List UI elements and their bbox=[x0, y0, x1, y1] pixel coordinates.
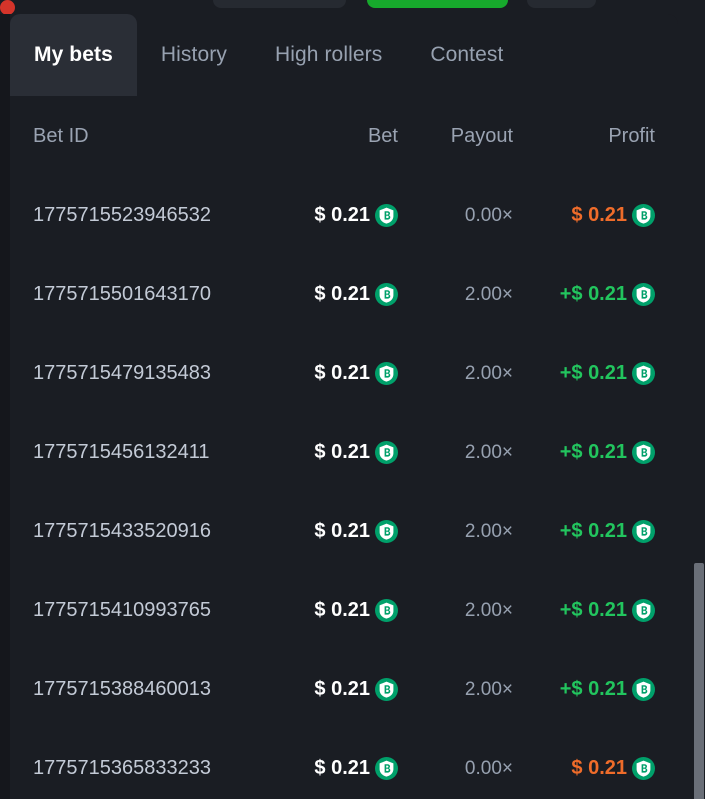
cell-payout: 2.00× bbox=[464, 362, 513, 384]
cell-bet-id[interactable]: 1775715388460013 bbox=[33, 678, 211, 700]
bitcoin-coin-icon bbox=[375, 520, 398, 543]
tab-label: Contest bbox=[430, 43, 504, 66]
top-toolbar-strip bbox=[0, 0, 705, 14]
cell-profit: +$ 0.21 bbox=[513, 283, 655, 306]
cell-payout: 2.00× bbox=[464, 678, 513, 700]
cell-payout: 2.00× bbox=[464, 441, 513, 463]
tab-contest[interactable]: Contest bbox=[406, 14, 527, 96]
cell-payout: 0.00× bbox=[464, 204, 513, 226]
cell-bet-amount: $ 0.21 bbox=[278, 678, 398, 701]
table-row[interactable]: 1775715410993765 $ 0.21 2.00× +$ 0.21 bbox=[10, 571, 678, 650]
table-row[interactable]: 1775715456132411 $ 0.21 2.00× +$ 0.21 bbox=[10, 413, 678, 492]
bitcoin-coin-icon bbox=[632, 204, 655, 227]
cell-bet-id[interactable]: 1775715365833233 bbox=[33, 757, 211, 779]
bitcoin-coin-icon bbox=[375, 599, 398, 622]
cell-bet-amount: $ 0.21 bbox=[278, 520, 398, 543]
cell-profit: +$ 0.21 bbox=[513, 678, 655, 701]
column-header-payout: Payout bbox=[450, 124, 513, 147]
profit-amount-text: +$ 0.21 bbox=[559, 599, 627, 621]
tab-label: History bbox=[160, 43, 227, 66]
table-body: 1775715523946532 $ 0.21 0.00× $ 0.21 1775715… bbox=[10, 176, 678, 799]
profit-amount-text: $ 0.21 bbox=[571, 204, 627, 226]
column-header-bet: Bet bbox=[367, 124, 398, 147]
bitcoin-coin-icon bbox=[632, 283, 655, 306]
tab-label: High rollers bbox=[274, 43, 383, 66]
bet-amount-text: $ 0.21 bbox=[314, 283, 370, 305]
toolbar-rail-background bbox=[0, 0, 705, 6]
table-header-row: Bet ID Bet Payout Profit bbox=[10, 96, 678, 176]
bitcoin-coin-icon bbox=[632, 599, 655, 622]
bitcoin-coin-icon bbox=[632, 441, 655, 464]
cell-bet-amount: $ 0.21 bbox=[278, 757, 398, 780]
table-row[interactable]: 1775715433520916 $ 0.21 2.00× +$ 0.21 bbox=[10, 492, 678, 571]
cell-profit: +$ 0.21 bbox=[513, 599, 655, 622]
profit-amount-text: +$ 0.21 bbox=[559, 678, 627, 700]
bet-amount-text: $ 0.21 bbox=[314, 204, 370, 226]
bet-amount-text: $ 0.21 bbox=[314, 441, 370, 463]
cell-payout: 0.00× bbox=[464, 757, 513, 779]
table-row[interactable]: 1775715479135483 $ 0.21 2.00× +$ 0.21 bbox=[10, 334, 678, 413]
tab-list: My bets History High rollers Contest bbox=[10, 14, 678, 96]
bitcoin-coin-icon bbox=[632, 678, 655, 701]
profit-amount-text: +$ 0.21 bbox=[559, 283, 627, 305]
table-row[interactable]: 1775715501643170 $ 0.21 2.00× +$ 0.21 bbox=[10, 255, 678, 334]
bet-amount-text: $ 0.21 bbox=[314, 520, 370, 542]
cell-bet-id[interactable]: 1775715479135483 bbox=[33, 362, 211, 384]
cell-bet-id[interactable]: 1775715501643170 bbox=[33, 283, 211, 305]
cell-profit: +$ 0.21 bbox=[513, 441, 655, 464]
bitcoin-coin-icon bbox=[375, 757, 398, 780]
cell-bet-amount: $ 0.21 bbox=[278, 362, 398, 385]
cell-profit: $ 0.21 bbox=[513, 757, 655, 780]
cell-bet-id[interactable]: 1775715523946532 bbox=[33, 204, 211, 226]
notification-dot-icon[interactable] bbox=[0, 0, 15, 14]
bitcoin-coin-icon bbox=[632, 520, 655, 543]
bitcoin-coin-icon bbox=[375, 441, 398, 464]
cell-bet-amount: $ 0.21 bbox=[278, 204, 398, 227]
tab-label: My bets bbox=[34, 43, 113, 66]
column-header-bet-id: Bet ID bbox=[33, 124, 89, 147]
toolbar-chip-primary[interactable] bbox=[367, 0, 508, 8]
bitcoin-coin-icon bbox=[632, 757, 655, 780]
toolbar-chip-left[interactable] bbox=[213, 0, 346, 8]
bet-amount-text: $ 0.21 bbox=[314, 362, 370, 384]
cell-payout: 2.00× bbox=[464, 520, 513, 542]
table-row[interactable]: 1775715365833233 $ 0.21 0.00× $ 0.21 bbox=[10, 729, 678, 799]
cell-bet-id[interactable]: 1775715456132411 bbox=[33, 441, 210, 463]
column-header-profit: Profit bbox=[608, 124, 655, 147]
profit-amount-text: $ 0.21 bbox=[571, 757, 627, 779]
cell-bet-id[interactable]: 1775715410993765 bbox=[33, 599, 211, 621]
cell-bet-amount: $ 0.21 bbox=[278, 283, 398, 306]
profit-amount-text: +$ 0.21 bbox=[559, 362, 627, 384]
bitcoin-coin-icon bbox=[375, 204, 398, 227]
bets-table: Bet ID Bet Payout Profit 177571552394653… bbox=[10, 96, 678, 799]
cell-bet-amount: $ 0.21 bbox=[278, 441, 398, 464]
table-row[interactable]: 1775715388460013 $ 0.21 2.00× +$ 0.21 bbox=[10, 650, 678, 729]
bitcoin-coin-icon bbox=[375, 678, 398, 701]
tab-history[interactable]: History bbox=[137, 14, 251, 96]
cell-profit: +$ 0.21 bbox=[513, 520, 655, 543]
bet-amount-text: $ 0.21 bbox=[314, 599, 370, 621]
table-row[interactable]: 1775715523946532 $ 0.21 0.00× $ 0.21 bbox=[10, 176, 678, 255]
cell-profit: $ 0.21 bbox=[513, 204, 655, 227]
profit-amount-text: +$ 0.21 bbox=[559, 520, 627, 542]
cell-profit: +$ 0.21 bbox=[513, 362, 655, 385]
bitcoin-coin-icon bbox=[632, 362, 655, 385]
page-left-gutter bbox=[0, 14, 10, 799]
bet-amount-text: $ 0.21 bbox=[314, 757, 370, 779]
vertical-scrollbar[interactable] bbox=[693, 14, 705, 799]
cell-payout: 2.00× bbox=[464, 599, 513, 621]
vertical-scrollbar-thumb[interactable] bbox=[694, 563, 704, 799]
tab-high-rollers[interactable]: High rollers bbox=[251, 14, 406, 96]
bitcoin-coin-icon bbox=[375, 283, 398, 306]
toolbar-chip-right[interactable] bbox=[527, 0, 596, 8]
profit-amount-text: +$ 0.21 bbox=[559, 441, 627, 463]
bet-amount-text: $ 0.21 bbox=[314, 678, 370, 700]
cell-bet-id[interactable]: 1775715433520916 bbox=[33, 520, 211, 542]
cell-payout: 2.00× bbox=[464, 283, 513, 305]
tab-bar: My bets History High rollers Contest bbox=[10, 14, 678, 96]
cell-bet-amount: $ 0.21 bbox=[278, 599, 398, 622]
tab-my-bets[interactable]: My bets bbox=[10, 14, 137, 96]
bitcoin-coin-icon bbox=[375, 362, 398, 385]
